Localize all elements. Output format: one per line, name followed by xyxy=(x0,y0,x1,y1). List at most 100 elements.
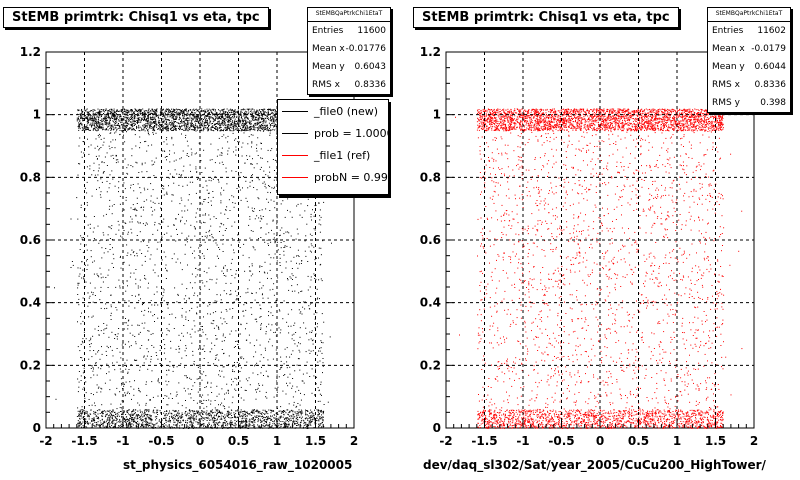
scatter-point xyxy=(77,410,79,412)
scatter-point xyxy=(161,111,163,113)
scatter-point xyxy=(318,414,320,416)
scatter-point xyxy=(258,415,259,417)
scatter-point xyxy=(260,420,262,422)
scatter-point xyxy=(293,421,295,423)
scatter-point xyxy=(231,417,233,419)
scatter-point xyxy=(259,129,261,131)
scatter-point xyxy=(225,111,227,113)
scatter-point xyxy=(165,414,167,416)
scatter-point xyxy=(149,125,151,127)
scatter-point xyxy=(113,419,115,421)
scatter-point xyxy=(128,369,130,370)
scatter-point xyxy=(93,124,95,126)
scatter-point xyxy=(271,125,273,126)
scatter-point xyxy=(221,426,222,428)
scatter-point xyxy=(88,418,90,420)
scatter-point xyxy=(121,121,123,123)
scatter-point xyxy=(149,419,151,421)
scatter-point xyxy=(173,119,175,121)
scatter-point xyxy=(162,115,164,117)
scatter-point xyxy=(200,425,202,427)
scatter-point xyxy=(128,422,130,424)
scatter-point xyxy=(310,419,312,420)
scatter-point xyxy=(223,125,225,127)
scatter-point xyxy=(307,419,309,421)
scatter-point xyxy=(141,129,143,131)
scatter-point xyxy=(273,122,275,124)
scatter-point xyxy=(110,111,112,112)
scatter-point xyxy=(258,112,260,114)
scatter-point xyxy=(144,410,146,412)
scatter-point xyxy=(177,112,179,114)
scatter-point xyxy=(141,303,143,305)
scatter-point xyxy=(110,118,111,120)
scatter-point xyxy=(257,115,259,117)
scatter-point xyxy=(149,117,151,119)
scatter-point xyxy=(83,417,84,418)
scatter-point xyxy=(120,115,122,117)
scatter-point xyxy=(313,413,315,415)
scatter-point xyxy=(251,425,253,426)
scatter-point xyxy=(114,420,116,421)
scatter-point xyxy=(121,425,123,427)
scatter-point xyxy=(206,122,208,124)
scatter-point xyxy=(313,415,315,416)
scatter-point xyxy=(225,125,227,127)
scatter-point xyxy=(271,426,273,428)
scatter-point xyxy=(216,427,218,429)
scatter-point xyxy=(271,410,273,412)
scatter-point xyxy=(126,119,128,121)
scatter-point xyxy=(222,117,224,119)
scatter-point xyxy=(115,418,117,419)
scatter-point xyxy=(294,422,295,424)
scatter-point xyxy=(125,122,127,124)
scatter-point xyxy=(198,427,200,429)
scatter-point xyxy=(85,426,87,427)
scatter-point xyxy=(148,311,149,313)
scatter-point xyxy=(134,413,136,414)
scatter-point xyxy=(242,108,244,110)
scatter-point xyxy=(134,116,136,118)
scatter-point xyxy=(215,129,217,130)
scatter-point xyxy=(181,414,183,416)
scatter-point xyxy=(183,325,185,326)
scatter-point xyxy=(163,300,165,302)
scatter-point xyxy=(273,121,275,123)
scatter-point xyxy=(181,412,183,414)
scatter-point xyxy=(137,427,139,429)
scatter-point xyxy=(214,110,216,112)
scatter-point xyxy=(155,352,157,354)
scatter-point xyxy=(274,114,276,116)
scatter-point xyxy=(87,422,89,424)
scatter-point xyxy=(216,114,218,116)
scatter-point xyxy=(193,126,195,128)
scatter-point xyxy=(83,120,85,121)
scatter-point xyxy=(253,125,255,127)
scatter-point xyxy=(306,410,308,411)
scatter-point xyxy=(136,418,138,420)
scatter-point xyxy=(161,125,163,127)
scatter-point xyxy=(165,112,167,114)
scatter-point xyxy=(152,129,154,131)
scatter-point xyxy=(219,412,221,414)
scatter-point xyxy=(197,115,199,117)
scatter-point xyxy=(212,121,214,123)
scatter-point xyxy=(116,421,118,423)
scatter-point xyxy=(119,421,121,423)
scatter-point xyxy=(109,113,111,115)
scatter-point xyxy=(308,422,310,424)
scatter-point xyxy=(221,113,223,115)
scatter-point xyxy=(224,419,226,421)
scatter-point xyxy=(260,217,262,219)
scatter-point xyxy=(194,114,196,116)
scatter-point xyxy=(238,119,240,121)
scatter-point xyxy=(140,110,142,112)
scatter-point xyxy=(159,426,161,428)
scatter-point xyxy=(197,423,199,425)
scatter-point xyxy=(135,415,137,417)
scatter-point xyxy=(314,259,316,261)
scatter-point xyxy=(218,120,220,122)
scatter-point xyxy=(123,118,125,120)
scatter-point xyxy=(125,421,127,423)
scatter-point xyxy=(287,424,289,426)
